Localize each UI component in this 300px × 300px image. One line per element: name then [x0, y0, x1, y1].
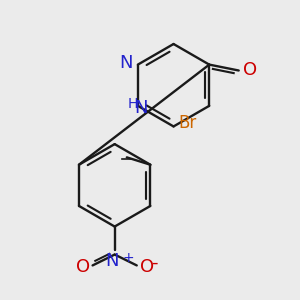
Text: N: N — [134, 99, 148, 117]
Text: N: N — [119, 54, 133, 72]
Text: -: - — [151, 254, 158, 272]
Text: H: H — [127, 98, 137, 111]
Text: N: N — [105, 252, 119, 270]
Text: +: + — [122, 251, 134, 265]
Text: O: O — [76, 258, 90, 276]
Text: O: O — [140, 258, 154, 276]
Text: O: O — [243, 61, 257, 80]
Text: Br: Br — [178, 115, 196, 133]
